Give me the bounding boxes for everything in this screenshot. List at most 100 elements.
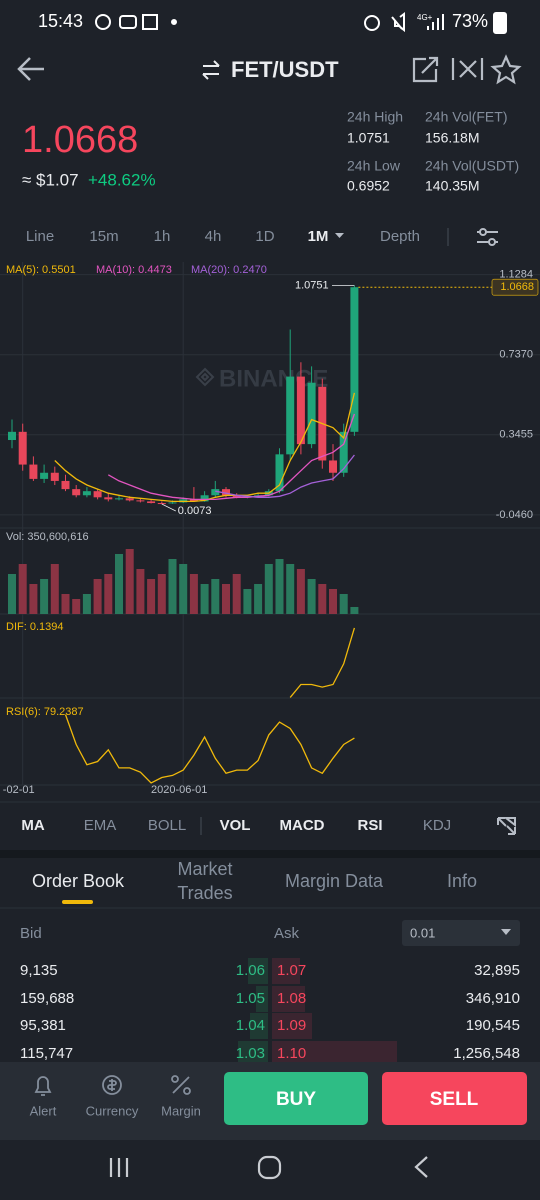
volume-bar <box>211 579 220 614</box>
interval[interactable]: 1M <box>308 228 329 245</box>
stat-value: 140.35M <box>425 178 479 194</box>
volume-bar <box>125 549 134 614</box>
indicator[interactable]: KDJ <box>423 817 451 834</box>
usd-price: ≈ $1.07 <box>22 170 79 189</box>
ask-price: 1.08 <box>277 990 306 1007</box>
volume-bar <box>275 559 284 614</box>
candle-body <box>61 480 70 490</box>
indicator[interactable]: EMA <box>84 817 117 834</box>
stat-value: 0.6952 <box>347 178 390 194</box>
nav-label[interactable]: Alert <box>30 1103 57 1118</box>
swap-icon[interactable] <box>202 60 220 80</box>
indicator[interactable]: RSI <box>357 817 382 834</box>
ma-label: MA(5): 0.5501 <box>6 264 76 276</box>
candle-body <box>211 489 220 496</box>
sell-button[interactable] <box>382 1072 527 1125</box>
precision-value: 0.01 <box>410 925 435 940</box>
y-tick-label: 0.3455 <box>499 429 533 441</box>
volume-bar <box>286 564 295 614</box>
fullscreen-button[interactable] <box>497 817 516 835</box>
clock: 15:43 <box>38 11 83 31</box>
tab-label[interactable]: Margin Data <box>284 871 384 891</box>
dif-label: DIF: 0.1394 <box>6 621 63 633</box>
nav-label[interactable]: Margin <box>161 1103 201 1118</box>
low-label: 0.0073 <box>178 505 212 517</box>
candle-body <box>339 431 348 473</box>
section-gap <box>0 850 540 858</box>
volume-bar <box>307 579 316 614</box>
interval[interactable]: 1D <box>255 228 274 245</box>
header-actions[interactable] <box>412 54 522 85</box>
ask-depth <box>272 986 305 1012</box>
interval[interactable]: 4h <box>205 228 222 245</box>
volume-bar <box>350 606 359 614</box>
volume-bar <box>179 564 188 614</box>
x-tick-label: -02-01 <box>3 784 35 796</box>
y-tick-label: 0.7370 <box>499 349 533 361</box>
system-nav[interactable] <box>109 1155 428 1180</box>
last-price-tag <box>491 278 539 296</box>
back-button[interactable] <box>17 57 44 81</box>
tab-label[interactable]: Order Book <box>31 871 125 891</box>
chart: -02-01 2020-06-01 -0.0460 0.3455 0.7370 1.128… <box>0 262 540 796</box>
bid-amount: 159,688 <box>20 990 74 1007</box>
ask-amount: 32,895 <box>474 962 520 979</box>
ask-depth <box>272 958 300 984</box>
precision-select[interactable] <box>402 920 520 946</box>
candle-body <box>72 489 81 496</box>
indicator[interactable]: VOL <box>220 817 251 834</box>
bid-price: 1.05 <box>236 990 265 1007</box>
indicator[interactable]: MA <box>21 817 44 834</box>
status-icons <box>95 12 507 34</box>
bid-price: 1.04 <box>236 1017 265 1034</box>
rsi-label: RSI(6): 79.2387 <box>6 706 84 718</box>
volume-bar <box>82 594 91 614</box>
volume-bar <box>254 584 263 614</box>
volume-bar <box>136 569 145 614</box>
bid-amount: 95,381 <box>20 1017 66 1034</box>
indicator[interactable]: MACD <box>280 817 325 834</box>
volume-bar <box>189 574 198 614</box>
ask-amount: 190,545 <box>466 1017 520 1034</box>
tab-label[interactable]: Market Trades <box>177 859 233 903</box>
ask-header: Ask <box>274 925 300 942</box>
candle-body <box>136 500 145 502</box>
ask-depth <box>272 1013 312 1039</box>
candle-body <box>275 454 284 492</box>
bid-amount: 9,135 <box>20 962 58 979</box>
interval[interactable]: 1h <box>154 228 171 245</box>
candle-body <box>82 491 91 496</box>
volume-bar <box>61 594 70 614</box>
ma-label: MA(10): 0.4473 <box>96 264 172 276</box>
stat-value: 1.0751 <box>347 130 390 146</box>
interval[interactable]: Depth <box>380 228 420 245</box>
candle-body <box>125 498 134 501</box>
indicator[interactable]: BOLL <box>148 817 186 834</box>
tab: Info <box>446 871 478 891</box>
volume-bar <box>147 579 156 614</box>
ma-line <box>54 392 356 503</box>
candle-body <box>168 502 177 504</box>
candle-body <box>29 464 38 479</box>
chart-settings[interactable] <box>477 228 498 246</box>
volume-bar <box>93 579 102 614</box>
y-tick-label: -0.0460 <box>496 509 533 521</box>
watermark-logo <box>195 367 215 387</box>
candle-body <box>189 499 198 502</box>
nav-label[interactable]: Currency <box>86 1103 139 1118</box>
interval[interactable]: Line <box>26 228 54 245</box>
interval[interactable]: 15m <box>89 228 118 245</box>
last-price: 1.0668 <box>22 119 138 161</box>
candle-body <box>104 497 113 500</box>
low-marker <box>161 503 176 512</box>
tab-label[interactable]: Info <box>446 871 478 891</box>
buy-button[interactable] <box>224 1072 368 1125</box>
candle-body <box>200 495 209 502</box>
nav-icons <box>34 1075 191 1096</box>
volume-bar <box>8 574 16 614</box>
dropdown-arrow <box>335 233 344 238</box>
stat-label: 24h Low <box>347 158 401 174</box>
rsi-line <box>64 714 355 784</box>
volume-bar <box>168 559 177 614</box>
x-tick-label: 2020-06-01 <box>151 784 207 796</box>
